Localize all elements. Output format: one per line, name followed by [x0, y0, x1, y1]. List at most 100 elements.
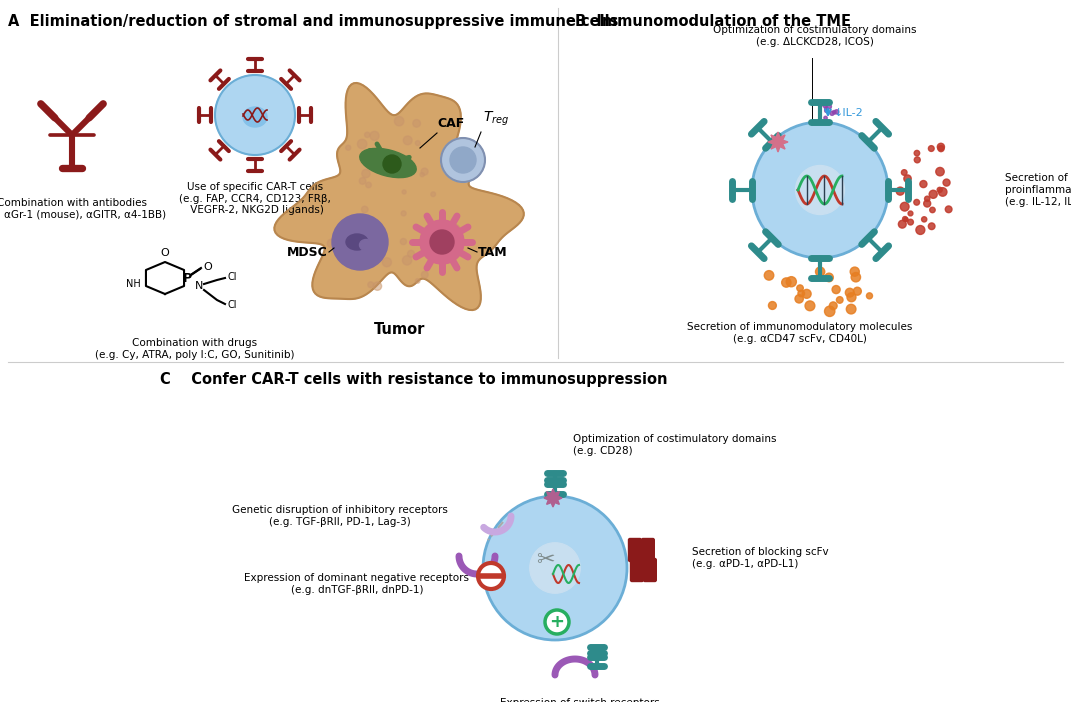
Circle shape — [478, 563, 504, 589]
FancyBboxPatch shape — [629, 538, 642, 562]
Circle shape — [930, 207, 935, 213]
Circle shape — [358, 139, 367, 149]
Circle shape — [417, 240, 420, 244]
Ellipse shape — [796, 166, 844, 215]
Circle shape — [896, 187, 904, 195]
Text: +: + — [549, 613, 564, 631]
Circle shape — [832, 110, 836, 114]
Circle shape — [483, 496, 627, 640]
Circle shape — [915, 157, 920, 163]
Circle shape — [836, 297, 843, 303]
Circle shape — [752, 122, 888, 258]
Circle shape — [829, 302, 838, 310]
Text: C    Confer CAR-T cells with resistance to immunosuppression: C Confer CAR-T cells with resistance to … — [160, 372, 667, 387]
Circle shape — [362, 169, 371, 178]
Circle shape — [830, 111, 834, 115]
Circle shape — [851, 272, 860, 282]
Text: Optimization of costimulatory domains
(e.g. ΔLCKCD28, ICOS): Optimization of costimulatory domains (e… — [713, 25, 917, 46]
Circle shape — [420, 220, 464, 264]
Circle shape — [382, 258, 392, 267]
Text: ↓IL-2: ↓IL-2 — [834, 108, 863, 118]
Circle shape — [916, 225, 925, 234]
Circle shape — [441, 138, 485, 182]
Circle shape — [914, 199, 920, 205]
Ellipse shape — [243, 107, 267, 127]
Circle shape — [854, 287, 861, 296]
Text: ✂: ✂ — [536, 550, 555, 570]
Circle shape — [901, 202, 909, 211]
Circle shape — [431, 192, 436, 197]
Circle shape — [450, 147, 476, 173]
Text: Tumor: Tumor — [374, 322, 425, 337]
Circle shape — [825, 107, 828, 110]
Ellipse shape — [360, 239, 373, 251]
Circle shape — [782, 278, 791, 287]
Ellipse shape — [346, 234, 368, 250]
Circle shape — [825, 306, 835, 317]
Polygon shape — [544, 489, 562, 507]
Circle shape — [769, 302, 776, 310]
Circle shape — [929, 145, 934, 152]
Circle shape — [937, 187, 942, 192]
Circle shape — [373, 282, 381, 291]
Circle shape — [328, 239, 336, 248]
Circle shape — [899, 220, 906, 228]
Circle shape — [846, 304, 856, 314]
Circle shape — [946, 206, 952, 213]
Circle shape — [401, 211, 406, 216]
Text: N: N — [195, 281, 203, 291]
Circle shape — [412, 119, 421, 127]
Polygon shape — [768, 132, 788, 152]
Circle shape — [936, 167, 945, 176]
Circle shape — [408, 251, 414, 257]
Circle shape — [797, 285, 803, 291]
Circle shape — [447, 149, 451, 153]
Circle shape — [394, 117, 404, 126]
Ellipse shape — [530, 543, 580, 593]
Circle shape — [765, 270, 773, 280]
Text: O: O — [161, 248, 169, 258]
Circle shape — [923, 200, 931, 207]
Circle shape — [823, 103, 827, 107]
Circle shape — [448, 147, 455, 154]
Text: CAF: CAF — [437, 117, 464, 130]
Circle shape — [443, 154, 449, 159]
Circle shape — [401, 239, 407, 244]
FancyBboxPatch shape — [644, 559, 657, 581]
Text: Cl: Cl — [227, 300, 237, 310]
Text: Secretion of immunomodulatory molecules
(e.g. αCD47 scFv, CD40L): Secretion of immunomodulatory molecules … — [688, 322, 912, 343]
Circle shape — [404, 136, 412, 145]
Text: O: O — [203, 262, 212, 272]
Circle shape — [362, 206, 368, 213]
Text: Combination with antibodies
(e.g. αGr-1 (mouse), αGITR, α4-1BB): Combination with antibodies (e.g. αGr-1 … — [0, 198, 167, 220]
Polygon shape — [274, 83, 524, 310]
Circle shape — [429, 230, 454, 254]
Circle shape — [470, 157, 477, 163]
Circle shape — [915, 150, 920, 156]
Circle shape — [920, 180, 927, 187]
Circle shape — [403, 256, 411, 265]
Circle shape — [937, 143, 945, 150]
Circle shape — [845, 289, 854, 297]
Circle shape — [908, 211, 912, 216]
Circle shape — [364, 132, 369, 138]
Text: P: P — [182, 272, 192, 284]
Circle shape — [545, 610, 569, 634]
Circle shape — [825, 273, 833, 282]
Circle shape — [904, 175, 911, 183]
Circle shape — [805, 301, 815, 311]
Circle shape — [382, 152, 388, 157]
Circle shape — [383, 155, 401, 173]
Circle shape — [929, 223, 935, 230]
Circle shape — [827, 104, 831, 109]
Circle shape — [944, 179, 950, 186]
Circle shape — [938, 187, 947, 197]
Circle shape — [215, 75, 295, 155]
Circle shape — [402, 190, 406, 194]
Circle shape — [930, 190, 937, 199]
Circle shape — [921, 217, 926, 222]
Text: B  Immunomodulation of the TME: B Immunomodulation of the TME — [575, 14, 851, 29]
Circle shape — [815, 267, 825, 277]
Text: Genetic disruption of inhibitory receptors
(e.g. TGF-βRII, PD-1, Lag-3): Genetic disruption of inhibitory recepto… — [232, 505, 448, 526]
Circle shape — [367, 282, 374, 288]
